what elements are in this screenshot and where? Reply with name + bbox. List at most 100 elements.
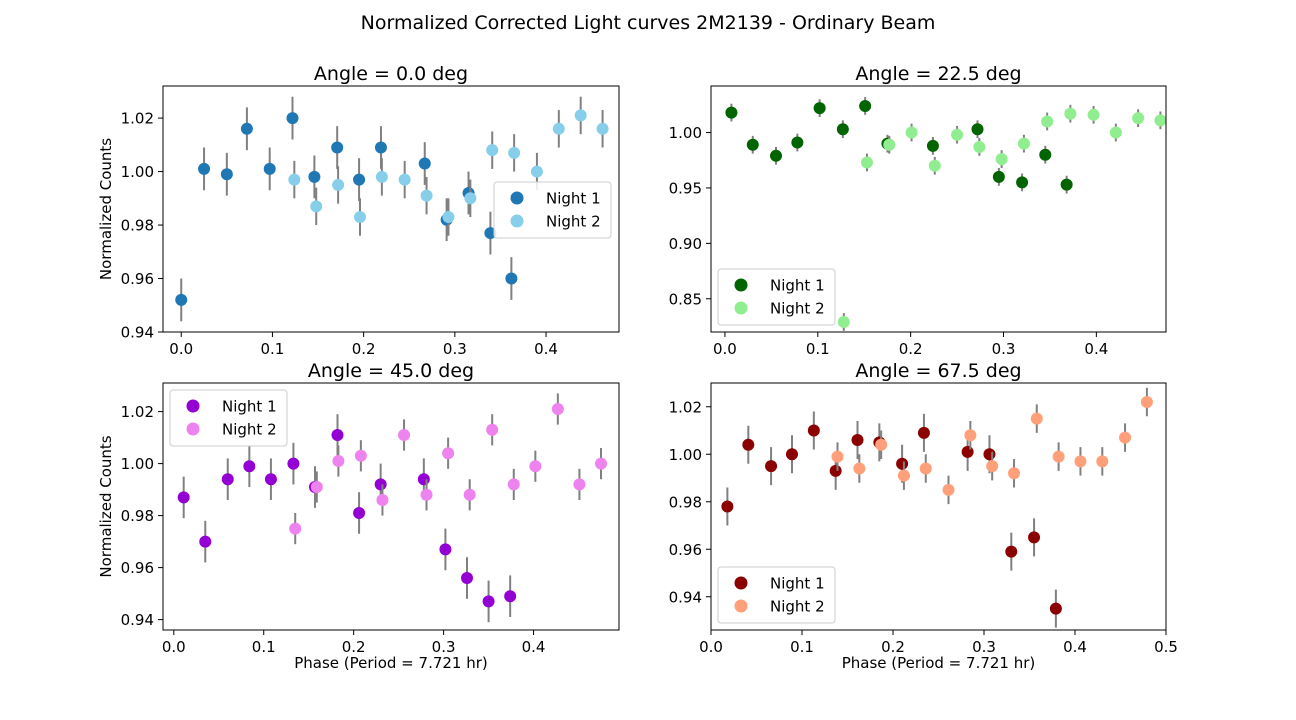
y-tick-label: 0.96	[121, 270, 154, 288]
legend-label: Night 2	[770, 300, 825, 318]
data-point	[1060, 178, 1073, 191]
data-point	[1154, 114, 1167, 127]
legend-box	[493, 181, 612, 239]
data-point	[442, 447, 455, 460]
x-axis-label: Phase (Period = 7.721 hr)	[842, 654, 1036, 672]
x-tick-label: 0.0	[162, 638, 186, 656]
data-point	[486, 144, 499, 157]
legend-label: Night 1	[546, 190, 601, 208]
legend-marker	[734, 599, 748, 613]
y-tick-label: 0.94	[121, 611, 154, 629]
data-point	[861, 156, 873, 169]
x-tick-label: 0.0	[169, 340, 193, 358]
x-tick-label: 0.2	[352, 340, 376, 358]
data-point	[875, 438, 888, 451]
data-point	[1049, 602, 1062, 615]
x-tick-label: 0.1	[806, 340, 830, 358]
x-tick-label: 0.5	[1154, 638, 1178, 656]
data-point	[240, 122, 253, 135]
data-point	[595, 457, 608, 470]
data-point	[398, 173, 411, 186]
y-tick-label: 1.02	[121, 110, 154, 128]
data-point	[220, 168, 233, 181]
legend-label: Night 2	[222, 421, 277, 439]
data-point	[375, 170, 388, 183]
subplot-1: Angle = 0.0 deg 0.0 0.1 0.2 0.3 0.4 0.94 0.96 0.…	[97, 63, 620, 358]
data-point	[484, 227, 497, 240]
subplot-title: Angle = 45.0 deg	[308, 360, 474, 382]
data-point	[1064, 107, 1077, 120]
x-tick-label: 0.3	[992, 340, 1016, 358]
legend: Night 1 Night 2	[717, 566, 836, 624]
data-point	[308, 170, 321, 183]
x-tick-label: 0.3	[972, 638, 996, 656]
data-point	[1017, 137, 1030, 150]
data-point	[486, 423, 499, 436]
data-point	[1074, 455, 1087, 468]
legend-label: Night 1	[770, 575, 825, 593]
series-1	[721, 411, 1062, 628]
data-point	[353, 173, 366, 186]
legend-label: Night 1	[222, 398, 277, 416]
y-tick-label: 0.98	[121, 217, 154, 235]
y-tick-label: 0.90	[669, 235, 702, 253]
legend-marker	[734, 301, 748, 315]
data-point	[353, 507, 366, 519]
y-tick-label: 0.85	[669, 290, 702, 308]
data-point	[883, 138, 896, 151]
data-point	[1005, 545, 1018, 558]
y-tick-label: 1.00	[121, 163, 154, 181]
legend-label: Night 1	[770, 277, 825, 295]
subplot-2: Angle = 22.5 deg 0.0 0.1 0.2 0.3 0.4 0.85 0.90 0…	[669, 63, 1167, 358]
data-point	[1087, 108, 1100, 121]
x-tick-label: 0.1	[790, 638, 814, 656]
data-point	[353, 211, 366, 224]
legend-box	[169, 389, 288, 447]
subplot-title: Angle = 67.5 deg	[855, 360, 1021, 382]
data-point	[354, 449, 367, 462]
data-point	[310, 200, 323, 213]
data-point	[331, 429, 344, 441]
series-1	[725, 97, 1073, 194]
legend-marker	[186, 399, 200, 413]
legend-marker	[510, 191, 524, 205]
legend-marker	[510, 214, 524, 228]
subplot-title: Angle = 22.5 deg	[855, 63, 1021, 85]
data-point	[742, 438, 755, 451]
y-tick-label: 1.00	[669, 446, 702, 464]
data-point	[374, 141, 387, 154]
legend: Night 1 Night 2	[717, 268, 836, 326]
legend-marker	[734, 576, 748, 590]
data-point	[971, 123, 984, 136]
data-point	[573, 478, 586, 491]
data-point	[721, 500, 734, 513]
data-point	[961, 445, 974, 458]
data-point	[508, 146, 521, 159]
data-point	[995, 153, 1008, 166]
data-point	[829, 464, 842, 477]
data-point	[505, 272, 518, 285]
data-point	[420, 189, 433, 202]
data-point	[287, 457, 300, 470]
legend: Night 1 Night 2	[493, 181, 612, 239]
data-point	[199, 535, 212, 548]
data-point	[482, 595, 495, 608]
data-point	[897, 469, 910, 482]
x-tick-label: 0.4	[522, 638, 546, 656]
data-point	[1028, 531, 1041, 544]
data-point	[983, 448, 996, 461]
data-point	[807, 424, 820, 437]
y-axis-label: Normalized Counts	[97, 138, 115, 280]
data-point	[530, 165, 543, 178]
series-1	[175, 96, 518, 322]
data-point	[746, 138, 759, 151]
subplots: Angle = 0.0 deg 0.0 0.1 0.2 0.3 0.4 0.94 0.96 0.…	[97, 63, 1178, 672]
data-point	[725, 106, 738, 119]
data-point	[310, 481, 323, 493]
x-tick-label: 0.3	[443, 340, 467, 358]
y-tick-label: 0.96	[121, 559, 154, 577]
data-point	[464, 192, 477, 205]
data-point	[463, 488, 476, 501]
data-point	[264, 473, 277, 486]
